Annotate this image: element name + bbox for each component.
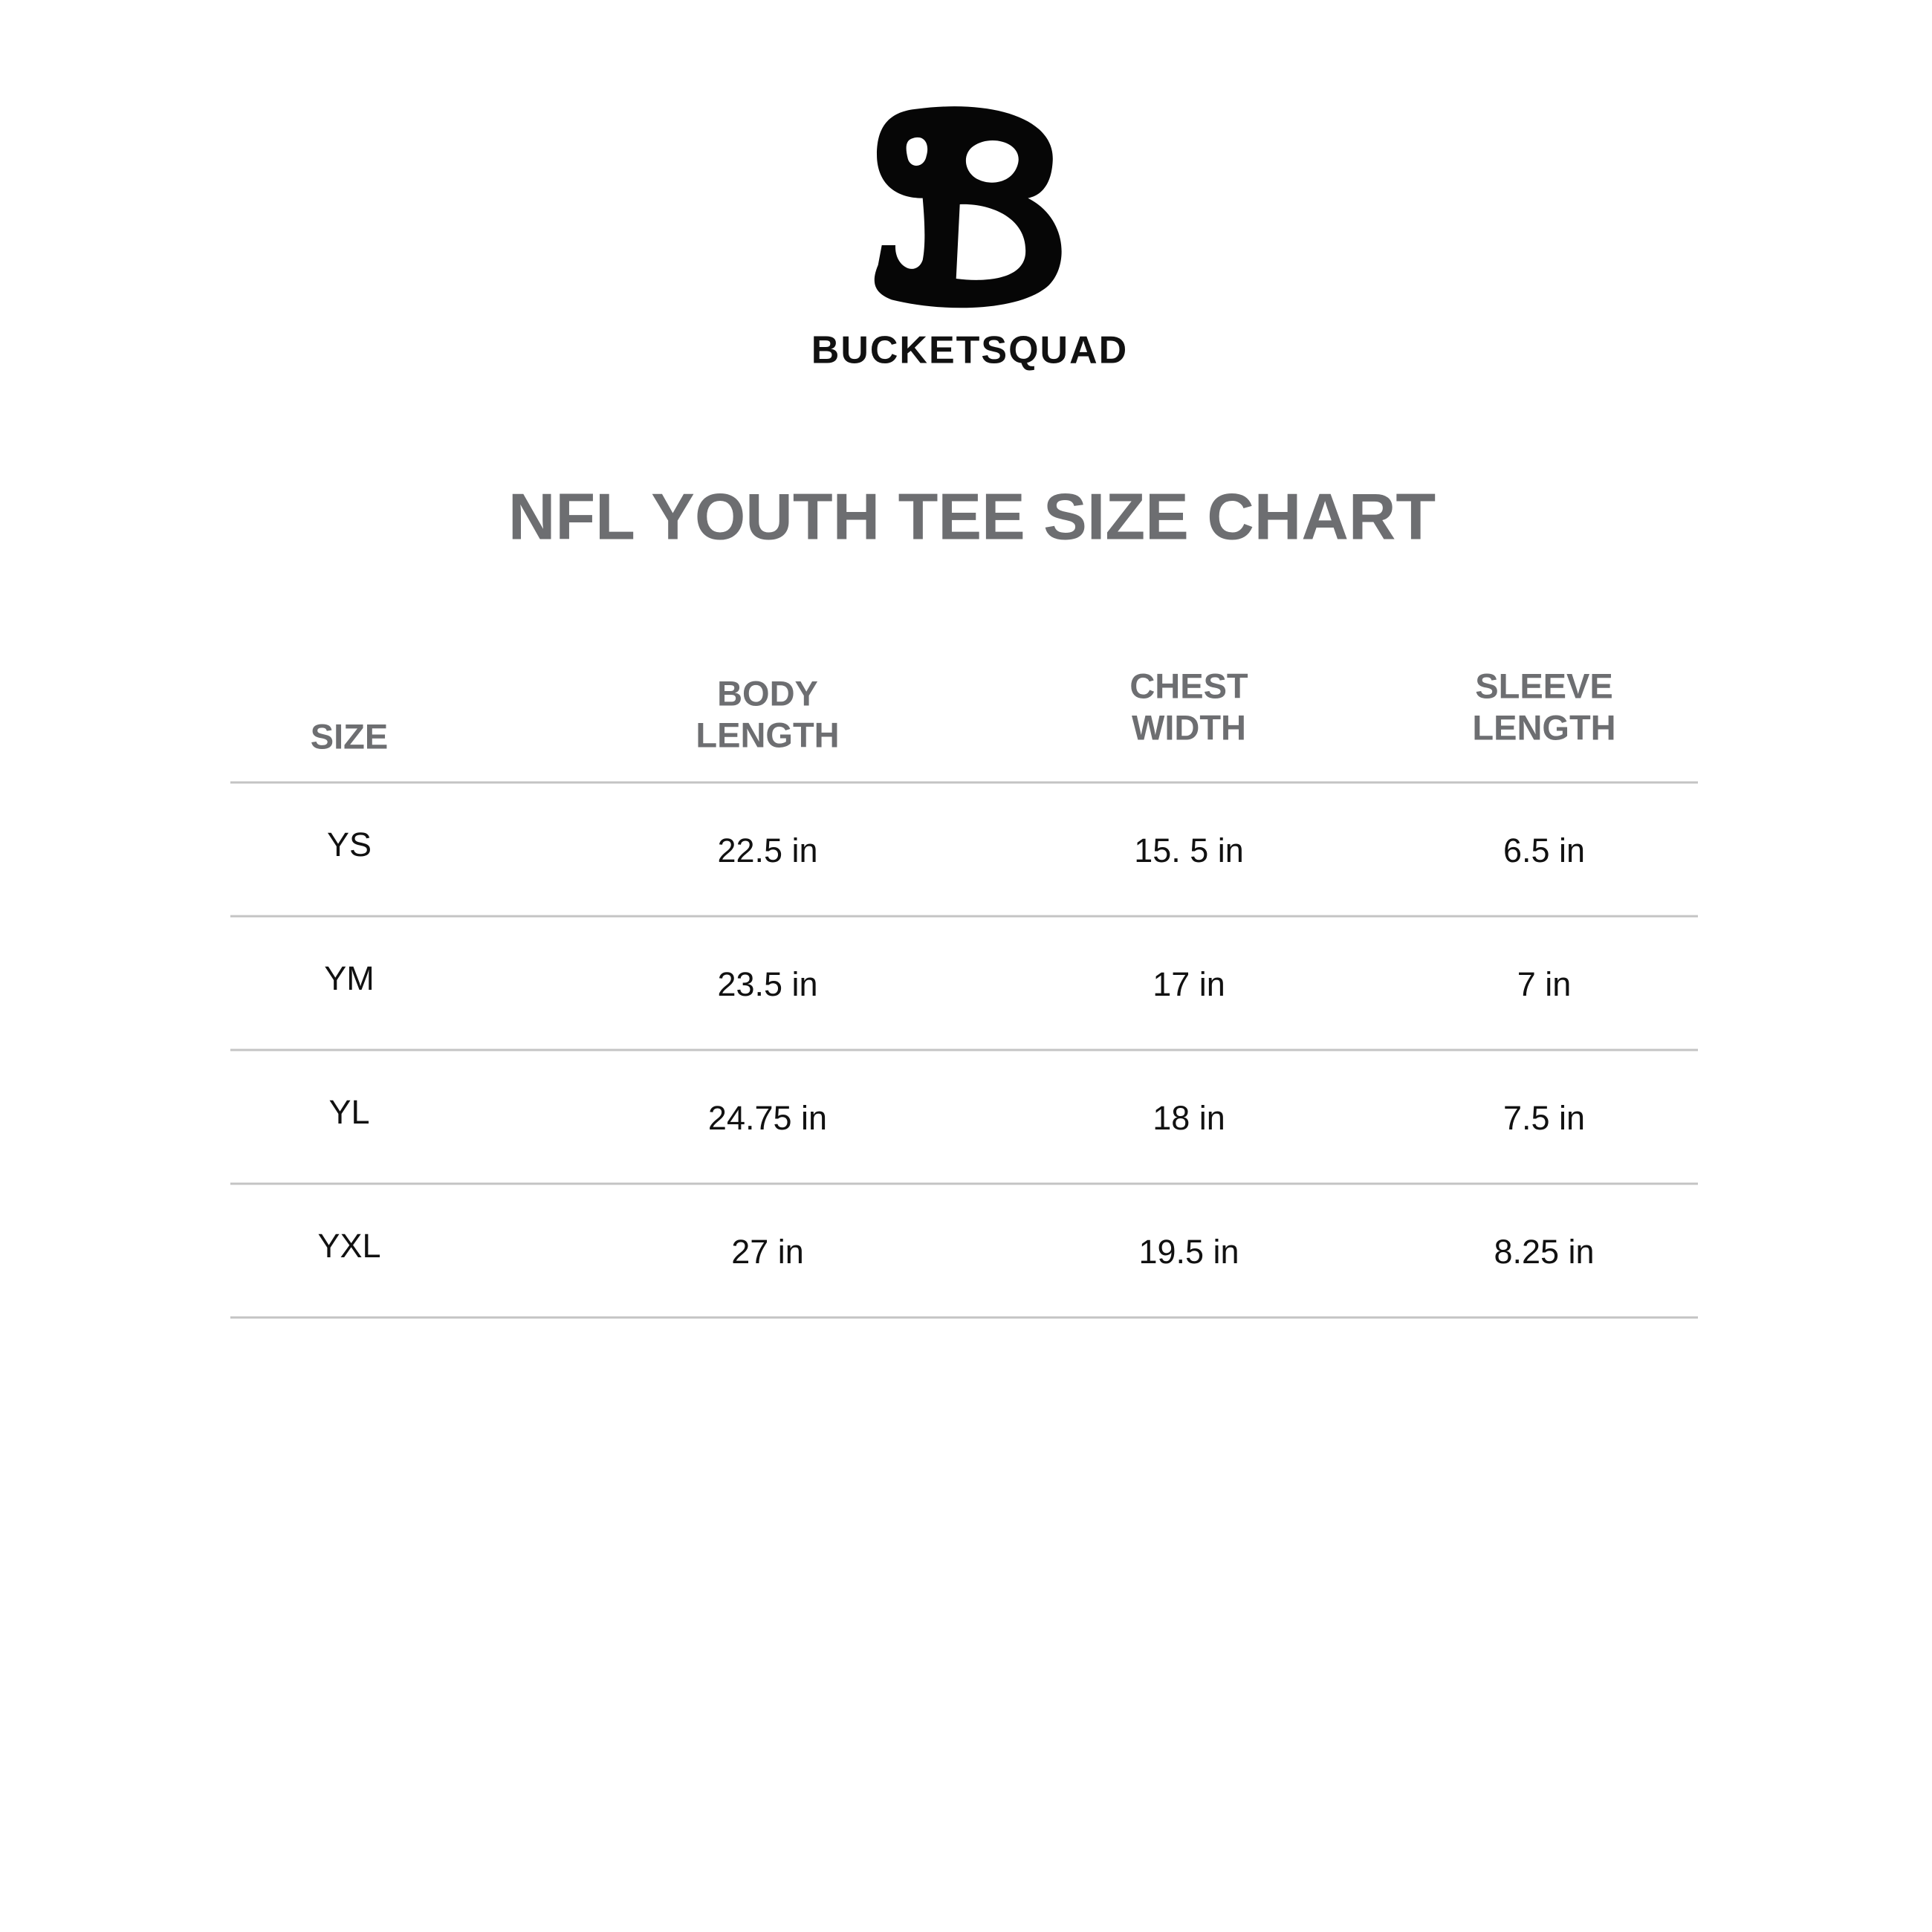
column-header: WIDTH: [1132, 707, 1246, 747]
measure-cell: 27 in: [731, 1233, 804, 1271]
measure-cell: 15. 5 in: [1134, 832, 1244, 869]
size-cell: YXL: [317, 1227, 380, 1265]
measure-cell: 18 in: [1153, 1099, 1225, 1137]
column-header: LENGTH: [696, 715, 839, 754]
size-cell: YM: [324, 959, 375, 997]
column-header: CHEST: [1129, 666, 1248, 705]
brand-name: BUCKETSQUAD: [811, 329, 1128, 372]
measure-cell: 8.25 in: [1494, 1233, 1594, 1271]
measure-cell: 6.5 in: [1503, 832, 1585, 869]
measure-cell: 7 in: [1517, 965, 1572, 1003]
column-header: BODY: [717, 673, 818, 713]
measure-cell: 17 in: [1153, 965, 1225, 1003]
chart-title: NFL YOUTH TEE SIZE CHART: [508, 479, 1436, 553]
column-header: SIZE: [311, 716, 388, 756]
measure-cell: 7.5 in: [1503, 1099, 1585, 1137]
measure-cell: 23.5 in: [717, 965, 817, 1003]
logo-mark: [874, 106, 1062, 308]
measure-cell: 24.75 in: [708, 1099, 827, 1137]
size-cell: YL: [328, 1093, 369, 1131]
measure-cell: 22.5 in: [717, 832, 817, 869]
logo: [874, 106, 1062, 308]
column-header: LENGTH: [1472, 707, 1615, 747]
size-cell: YS: [327, 826, 372, 863]
measure-cell: 19.5 in: [1138, 1233, 1239, 1271]
column-header: SLEEVE: [1475, 666, 1612, 705]
